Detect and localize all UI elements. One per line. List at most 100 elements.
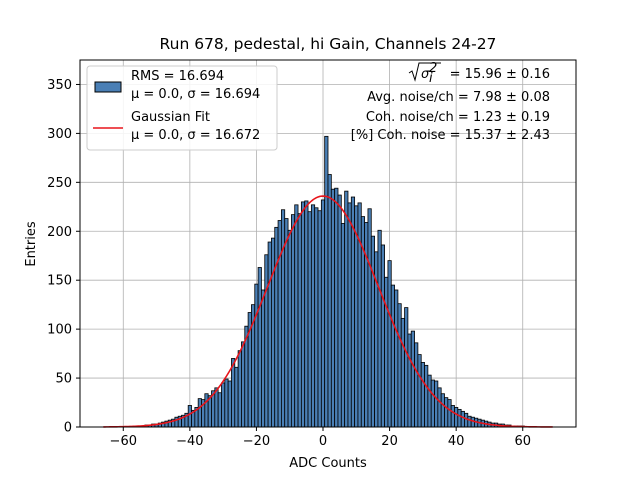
- histogram-bar: [304, 200, 309, 428]
- coh-noise-annotation: Coh. noise/ch = 1.23 ± 0.19: [366, 110, 550, 125]
- histogram-bar: [400, 317, 405, 428]
- histogram-bar: [277, 220, 282, 428]
- x-tick-label: 60: [514, 434, 531, 449]
- gaussian-fit-line: [103, 195, 553, 428]
- histogram-bar: [397, 303, 402, 428]
- histogram-bar: [310, 204, 316, 428]
- histogram-bar: [287, 229, 292, 428]
- legend-histogram-stats: μ = 0.0, σ = 16.694: [131, 87, 260, 102]
- histogram-bar: [427, 374, 432, 428]
- histogram-bar: [424, 364, 429, 428]
- histogram-bar: [231, 358, 236, 428]
- histogram-bar: [354, 205, 359, 428]
- histogram-bar: [237, 350, 242, 428]
- histogram-bar: [377, 229, 382, 428]
- histogram-bar: [337, 194, 342, 428]
- histogram-bar: [434, 380, 439, 428]
- histogram-bar: [394, 289, 399, 428]
- legend-fit-label: Gaussian Fit: [131, 110, 210, 125]
- histogram-bar: [197, 398, 202, 428]
- histogram-bar: [460, 410, 465, 428]
- histogram-bar: [430, 379, 435, 428]
- histogram-bar: [297, 213, 302, 428]
- histogram-bar: [324, 135, 329, 428]
- y-tick-label: 150: [47, 274, 72, 289]
- histogram-bar: [334, 187, 339, 428]
- histogram-bar: [414, 342, 419, 428]
- histogram-bar: [444, 397, 449, 428]
- histogram-bar: [261, 289, 266, 428]
- histogram-bar: [234, 366, 239, 428]
- histogram-bar: [187, 405, 192, 428]
- chart-title: Run 678, pedestal, hi Gain, Channels 24-…: [160, 35, 497, 53]
- histogram-bar: [380, 244, 385, 428]
- x-tick-label: 0: [319, 434, 327, 449]
- x-tick-label: 40: [448, 434, 465, 449]
- x-tick-label: −40: [176, 434, 203, 449]
- pct-coh-noise-annotation: [%] Coh. noise = 15.37 ± 2.43: [351, 128, 550, 143]
- histogram-bar: [314, 207, 319, 428]
- histogram-bar: [347, 202, 352, 428]
- histogram-bar: [390, 284, 395, 428]
- histogram-bar: [271, 237, 276, 428]
- histogram-bar: [284, 218, 289, 428]
- legend-histogram-label: RMS = 16.694: [131, 69, 224, 84]
- histogram-bar: [267, 241, 272, 428]
- histogram-bar: [350, 196, 356, 428]
- histogram-bar: [214, 387, 219, 428]
- histogram-bar: [387, 260, 392, 428]
- histogram-bar: [450, 405, 455, 428]
- legend: RMS = 16.694 μ = 0.0, σ = 16.694 Gaussia…: [86, 65, 278, 151]
- histogram-bar: [467, 415, 472, 428]
- histogram-bar: [300, 201, 306, 428]
- y-axis-ticks: 0 50 100 150 200 250 300 350: [47, 78, 80, 436]
- histogram-bar: [404, 307, 409, 428]
- y-tick-label: 100: [47, 323, 72, 338]
- histogram-bar: [274, 226, 279, 428]
- histogram-bar: [204, 393, 209, 428]
- histogram-bar: [257, 267, 262, 428]
- legend-histogram-swatch: [94, 81, 122, 93]
- y-axis-label: Entries: [24, 221, 39, 267]
- histogram-bar: [367, 208, 372, 428]
- sigma-value-annotation: = 15.96 ± 0.16: [450, 67, 550, 82]
- histogram-bar: [410, 330, 415, 428]
- histogram-bar: [227, 380, 232, 428]
- histogram-bar: [370, 235, 376, 428]
- histogram-bar: [327, 174, 332, 428]
- histogram-bar: [254, 283, 259, 428]
- histogram-bar: [307, 211, 312, 428]
- histogram-bar: [417, 354, 422, 428]
- histogram-bar: [407, 333, 412, 428]
- svg-text:2: 2: [429, 61, 437, 76]
- x-tick-label: −60: [110, 434, 137, 449]
- svg-text:i: i: [429, 71, 433, 86]
- histogram-bar: [464, 412, 469, 428]
- histogram-bar: [357, 202, 362, 428]
- y-tick-label: 350: [47, 78, 72, 93]
- noise-annotations: σ 2 i = 15.96 ± 0.16 Avg. noise/ch = 7.9…: [351, 61, 550, 143]
- sqrt-sigma-symbol: σ 2 i: [408, 61, 441, 86]
- histogram-bar: [221, 382, 226, 428]
- y-tick-label: 0: [64, 421, 72, 436]
- histogram-bar: [344, 190, 349, 428]
- x-axis-label: ADC Counts: [289, 456, 367, 471]
- histogram-bar: [294, 204, 299, 428]
- histogram-bar: [420, 362, 425, 428]
- x-axis-ticks: −60 −40 −20 0 20 40 60: [110, 427, 531, 449]
- histogram-bar: [217, 392, 222, 428]
- legend-box: [86, 65, 278, 151]
- x-tick-label: −20: [243, 434, 270, 449]
- histogram-bar: [290, 214, 296, 428]
- y-tick-label: 50: [55, 372, 72, 387]
- histogram-bar: [264, 254, 269, 428]
- legend-fit-stats: μ = 0.0, σ = 16.672: [131, 128, 260, 143]
- histogram-bar: [440, 393, 445, 428]
- histogram-bar: [454, 407, 459, 428]
- histogram-bar: [317, 210, 322, 428]
- histogram-bar: [330, 188, 336, 428]
- histogram-bar: [447, 399, 452, 428]
- plot-frame: [79, 59, 577, 428]
- y-tick-label: 300: [47, 127, 72, 142]
